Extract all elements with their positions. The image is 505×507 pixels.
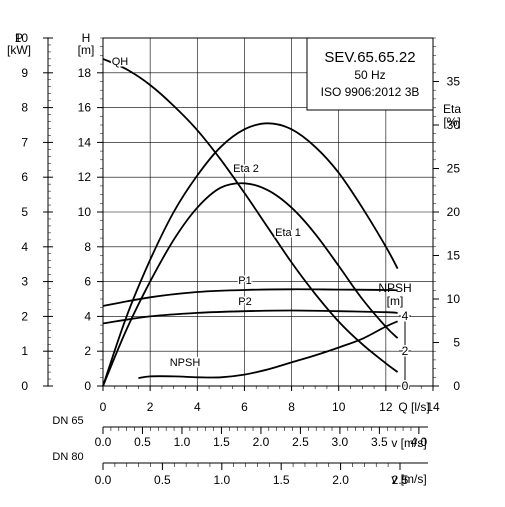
head-tick-label: 14 (78, 135, 92, 149)
eta-axis-label: Eta (443, 102, 461, 116)
eta-tick-label: 30 (447, 118, 461, 132)
velocity-tick-label: 2.0 (253, 435, 270, 449)
dn80-label: DN 80 (52, 451, 83, 463)
npsh-tick-label: 0 (402, 379, 409, 393)
velocity-tick-label: 0.5 (154, 473, 171, 487)
npsh-axis-unit: [m] (387, 294, 404, 308)
flow-tick-label: 12 (379, 400, 393, 414)
power-tick-label: 8 (21, 101, 28, 115)
velocity-tick-label: 3.5 (371, 435, 388, 449)
curve-label-p2: P2 (238, 296, 251, 308)
curve-npsh (138, 320, 398, 379)
head-tick-label: 4 (84, 309, 91, 323)
curve-label-p1: P1 (238, 275, 251, 287)
head-tick-label: 2 (84, 344, 91, 358)
power-tick-label: 10 (15, 31, 29, 45)
eta-tick-label: 25 (447, 162, 461, 176)
eta-tick-label: 15 (447, 249, 461, 263)
dn65-label: DN 65 (52, 415, 83, 427)
power-axis-unit: [kW] (7, 43, 31, 57)
flow-axis-label: Q [l/s] (398, 400, 429, 414)
head-axis-unit: [m] (78, 43, 95, 57)
head-tick-label: 12 (78, 170, 92, 184)
flow-tick-label: 10 (332, 400, 346, 414)
eta-tick-label: 0 (453, 379, 460, 393)
title-frequency: 50 Hz (354, 68, 385, 82)
head-tick-label: 16 (78, 101, 92, 115)
npsh-axis-label: NPSH (378, 281, 411, 295)
title-box (306, 37, 434, 111)
npsh-tick-label: 2 (402, 344, 409, 358)
velocity-tick-label: 3.0 (332, 435, 349, 449)
power-tick-label: 0 (21, 379, 28, 393)
title-model: SEV.65.65.22 (324, 49, 415, 66)
velocity-tick-label: 2.5 (292, 435, 309, 449)
curve-label-qh: QH (112, 56, 129, 68)
dn80-unit: v [m/s] (391, 472, 426, 486)
eta-tick-label: 10 (447, 292, 461, 306)
power-tick-label: 7 (21, 135, 28, 149)
dn65-unit: v [m/s] (391, 436, 426, 450)
eta-axis-unit: [%] (443, 115, 460, 129)
flow-tick-label: 0 (100, 400, 107, 414)
flow-tick-label: 4 (194, 400, 201, 414)
head-axis-label: H (82, 31, 91, 45)
velocity-tick-label: 2.5 (392, 473, 409, 487)
power-tick-label: 5 (21, 205, 28, 219)
curve-eta-1 (102, 182, 399, 387)
flow-tick-label: 2 (147, 400, 154, 414)
power-tick-label: 9 (21, 66, 28, 80)
eta-tick-label: 20 (447, 205, 461, 219)
flow-tick-label: 14 (426, 400, 440, 414)
eta-tick-label: 35 (447, 75, 461, 89)
flow-tick-label: 6 (241, 400, 248, 414)
axis-ticks (43, 37, 439, 470)
power-tick-label: 6 (21, 170, 28, 184)
velocity-tick-label: 0.0 (95, 435, 112, 449)
head-tick-label: 6 (84, 275, 91, 289)
head-tick-label: 8 (84, 240, 91, 254)
velocity-tick-label: 4.0 (411, 435, 428, 449)
curve-p1 (102, 288, 398, 307)
power-tick-label: 4 (21, 240, 28, 254)
power-axis-label: P (15, 31, 23, 45)
curve-label-npsh: NPSH (170, 357, 201, 369)
power-tick-label: 1 (21, 344, 28, 358)
velocity-tick-label: 1.0 (213, 473, 230, 487)
head-tick-label: 10 (78, 205, 92, 219)
flow-tick-label: 8 (288, 400, 295, 414)
velocity-tick-label: 1.5 (273, 473, 290, 487)
power-tick-label: 2 (21, 309, 28, 323)
curve-qh (102, 58, 399, 373)
curve-label-eta-1: Eta 1 (275, 227, 301, 239)
velocity-tick-label: 1.5 (213, 435, 230, 449)
head-tick-label: 0 (84, 379, 91, 393)
velocity-tick-label: 0.0 (95, 473, 112, 487)
velocity-tick-label: 2.0 (332, 473, 349, 487)
curves (102, 58, 399, 387)
npsh-tick-label: 4 (402, 309, 409, 323)
curve-p2 (102, 309, 398, 325)
head-tick-label: 18 (78, 66, 92, 80)
velocity-tick-label: 1.0 (174, 435, 191, 449)
curve-label-eta-2: Eta 2 (233, 163, 259, 175)
velocity-tick-label: 0.5 (134, 435, 151, 449)
eta-tick-label: 5 (453, 336, 460, 350)
title-standard: ISO 9906:2012 3B (321, 85, 420, 99)
power-tick-label: 3 (21, 275, 28, 289)
axis-labels: 0 2 4 6 8 10 12 1402468101214161801234567891005… (15, 31, 461, 487)
curve-eta-2 (102, 122, 399, 387)
